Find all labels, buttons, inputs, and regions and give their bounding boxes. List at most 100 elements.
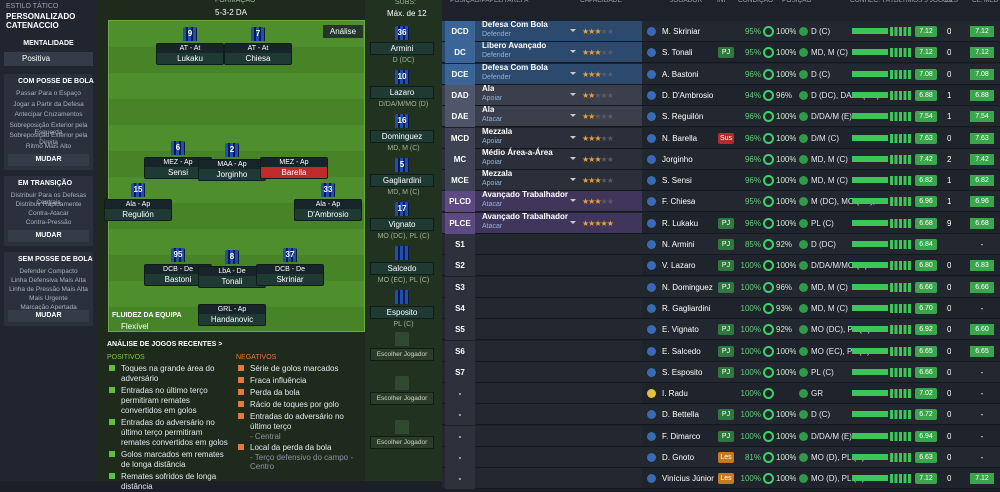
analysis-title[interactable]: ANÁLISE DE JOGOS RECENTES >	[107, 341, 223, 348]
table-row[interactable]: S7 S. Esposito PJ 100% 100% PL (C) 6.66 0 -	[442, 361, 1000, 383]
table-row[interactable]: - Vinícius Júnior Les 100% 100% MO (D), PL (C…	[442, 468, 1000, 490]
empty-slot[interactable]: Escolher Jogador	[370, 348, 434, 361]
table-row[interactable]: S6 E. Salcedo PJ 100% 100% MO (EC), PL (C) 6.6…	[442, 340, 1000, 362]
table-row[interactable]: DAE Ala Atacar ★★★★★ S. Reguilón 96% 100% D/DA/…	[442, 105, 1000, 128]
player-name[interactable]: F. Chiesa	[662, 197, 696, 207]
capability-stars: ★★★★★	[582, 64, 614, 85]
player-name[interactable]: F. Dimarco	[662, 431, 701, 441]
player-card[interactable]: MEZ - Ap Sensi	[144, 157, 212, 179]
capability-stars: ★★★★★	[582, 21, 614, 42]
sub-name[interactable]: Gagliardini	[370, 174, 434, 187]
player-name[interactable]: A. Bastoni	[662, 69, 699, 79]
style-label: ESTILO TÁTICO	[6, 3, 59, 10]
player-name[interactable]: N. Dominguez	[662, 282, 713, 292]
player-name: Bastoni	[164, 275, 192, 284]
player-name[interactable]: S. Sensi	[662, 176, 692, 186]
sub-name[interactable]: Armini	[370, 42, 434, 55]
player-card[interactable]: DCB - De Skriniar	[256, 264, 324, 286]
table-row[interactable]: MCD Mezzala Apoiar ★★★★★ N. Barella Sus 96% 100…	[442, 127, 1000, 149]
change-button[interactable]: MUDAR	[8, 154, 89, 166]
star: ★	[594, 27, 601, 36]
star: ★	[588, 176, 595, 186]
table-row[interactable]: S5 E. Vignato PJ 100% 92% MO (DC), PL (C) 6.92…	[442, 319, 1000, 341]
fluidity: Flexível	[121, 322, 149, 331]
player-card[interactable]: AT - At Lukaku	[156, 43, 224, 65]
table-row[interactable]: MCE Mezzala Apoiar ★★★★★ S. Sensi 96% 100% MD, …	[442, 169, 1000, 192]
analysis-button[interactable]: Análise	[323, 25, 363, 38]
player-card[interactable]: GRL - Ap Handanovic	[198, 304, 266, 326]
table-row[interactable]: S3 N. Dominguez PJ 100% 96% MD, M (C) 6.66 0 6.6…	[442, 276, 1000, 298]
player-card[interactable]: Ala - Ap D'Ambrosio	[294, 199, 362, 221]
sub-name[interactable]: Vignato	[370, 218, 434, 231]
empty-slot[interactable]: Escolher Jogador	[370, 436, 434, 449]
table-row[interactable]: - I. Radu 100% GR 7.02 0 -	[442, 383, 1000, 405]
instruction: Mais Urgente	[29, 295, 68, 302]
status-tag: Sus	[718, 132, 734, 144]
sharpness: 100%	[776, 133, 797, 143]
table-row[interactable]: S2 V. Lazaro PJ 100% 100% D/DA/M/MO (D) 6.80 0 6…	[442, 255, 1000, 277]
average-rating: 7.63	[970, 132, 994, 144]
table-row[interactable]: PLCE Avançado Trabalhador Atacar ★★★★★ R. Lu…	[442, 212, 1000, 234]
empty-slot[interactable]: Escolher Jogador	[370, 392, 434, 405]
sharpness: 96%	[776, 90, 793, 100]
table-row[interactable]: - D. Bettella PJ 100% 100% D (C) 6.72 0 -	[442, 404, 1000, 426]
natural-position: D (C)	[811, 27, 831, 36]
goals: 0	[947, 367, 952, 377]
player-name[interactable]: M. Skriniar	[662, 27, 701, 36]
table-row[interactable]: DCD Defesa Com Bola Defender ★★★★★ M. Skrini…	[442, 20, 1000, 42]
formation[interactable]: 5-3-2 DA	[215, 8, 248, 17]
duty: Atacar	[482, 201, 503, 209]
sub-name[interactable]: Lazaro	[370, 86, 434, 99]
condition: 96%	[744, 176, 761, 186]
player-name[interactable]: D. D'Ambrosio	[662, 90, 714, 100]
table-row[interactable]: S4 R. Gagliardini 100% 93% MD, M (C) 6.70 0 -	[442, 297, 1000, 319]
table-row[interactable]: - D. Gnoto Les 81% 100% MO (D), PL (C) 6.63 0 -	[442, 447, 1000, 468]
table-row[interactable]: S1 N. Armini PJ 85% 92% D (DC) 6.84 -	[442, 234, 1000, 255]
positive-item: Entradas do adversário no último terço p…	[121, 418, 228, 447]
change-button[interactable]: MUDAR	[8, 230, 89, 242]
style-name[interactable]: PERSONALIZADO CATENACCIO	[6, 12, 76, 30]
player-card[interactable]: MAA - Ap Jorginho	[198, 159, 266, 181]
table-row[interactable]: DAD Ala Apoiar ★★★★★ D. D'Ambrosio 94% 96% D (D…	[442, 84, 1000, 106]
sub-name[interactable]: Salcedo	[370, 262, 434, 275]
table-row[interactable]: - F. Dimarco PJ 100% 100% D/DA/M (E) 6.94 0 -	[442, 425, 1000, 447]
negative-icon	[238, 365, 244, 371]
sharpness-ring	[763, 68, 774, 80]
rating: 6.66	[915, 281, 937, 293]
player-name[interactable]: S. Tonali	[662, 48, 693, 58]
player-name[interactable]: R. Lukaku	[662, 218, 699, 228]
player-name[interactable]: R. Gagliardini	[662, 303, 711, 313]
player-name[interactable]: I. Radu	[662, 389, 688, 399]
star: ★	[600, 69, 608, 79]
player-name[interactable]: D. Bettella	[662, 410, 699, 420]
player-name[interactable]: E. Vignato	[662, 325, 699, 335]
rating: 6.65	[915, 345, 937, 357]
player-name[interactable]: Vinícius Júnior	[662, 474, 714, 484]
sub-name[interactable]: Dominguez	[370, 130, 434, 143]
rating: 6.84	[915, 239, 937, 250]
player-card[interactable]: AT - At Chiesa	[224, 43, 292, 65]
table-row[interactable]: DC Libero Avançado Defender ★★★★★ S. Tonali P…	[442, 41, 1000, 64]
player-name[interactable]: D. Gnoto	[662, 453, 695, 462]
change-button[interactable]: MUDAR	[8, 310, 89, 322]
player-card[interactable]: Ala - Ap Regulión	[104, 199, 172, 221]
player-name[interactable]: N. Armini	[662, 240, 695, 249]
player-name[interactable]: V. Lazaro	[662, 261, 696, 271]
form-bars	[890, 282, 912, 292]
mentality[interactable]: Positiva	[4, 52, 93, 66]
player-card[interactable]: MEZ - Ap Barella	[260, 157, 328, 179]
player-name[interactable]: N. Barella	[662, 133, 698, 143]
sharpness: 100%	[776, 197, 797, 207]
table-row[interactable]: DCE Defesa Com Bola Defender ★★★★★ A. Baston…	[442, 63, 1000, 85]
player-name[interactable]: S. Reguilón	[662, 112, 704, 122]
player-name[interactable]: S. Esposito	[662, 367, 703, 377]
table-row[interactable]: PLCD Avançado Trabalhador Atacar ★★★★★ F. Ch…	[442, 190, 1000, 213]
player-name[interactable]: E. Salcedo	[662, 346, 701, 356]
sub-name[interactable]: Esposito	[370, 306, 434, 319]
player-name[interactable]: Jorginho	[662, 154, 693, 164]
goals: 0	[947, 27, 952, 36]
table-row[interactable]: MC Médio Área-a-Área Apoiar ★★★★★ Jorginho 96…	[442, 148, 1000, 170]
player-card[interactable]: DCB - De Bastoni	[144, 264, 212, 286]
form-bars	[890, 389, 912, 399]
player-badge	[647, 303, 656, 313]
